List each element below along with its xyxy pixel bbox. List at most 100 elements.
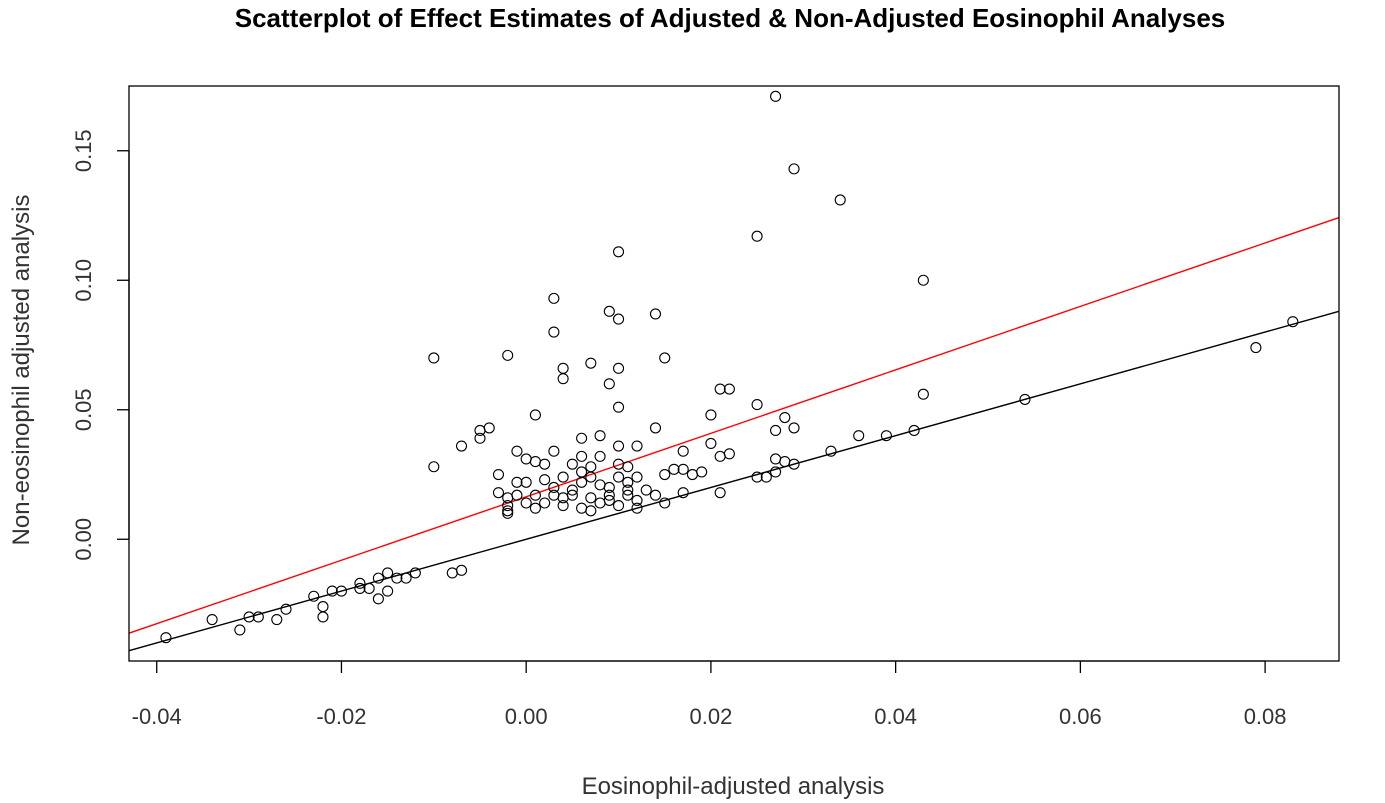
data-point [529,456,541,468]
data-point [372,572,384,584]
data-point [622,476,634,488]
data-point [520,453,532,465]
data-point [511,489,523,501]
data-point [585,505,597,517]
data-point [770,90,782,102]
data-point [649,308,662,320]
data-point [612,500,625,512]
data-point [455,440,468,452]
data-point [252,611,264,623]
data-point [548,326,560,338]
data-point [659,497,671,509]
data-point [594,497,606,509]
data-point [576,502,588,514]
data-point [603,305,615,317]
data-point [751,471,763,483]
data-point [576,466,588,478]
data-point [308,590,320,602]
data-point [529,409,541,421]
data-point [354,577,366,589]
data-point [409,567,421,579]
data-point [502,507,514,519]
data-point [382,585,394,597]
x-tick-label: -0.02 [316,704,366,729]
data-point [548,445,560,457]
data-point [622,461,634,473]
data-point [576,432,588,444]
data-point [677,487,689,499]
data-point [612,362,625,374]
data-point [631,502,643,514]
data-point [612,471,625,483]
data-point [455,564,468,576]
data-point [539,497,551,509]
data-point [770,466,782,478]
data-point [603,489,615,501]
data-point [603,378,615,390]
y-tick-label: 0.10 [71,259,96,302]
data-point [649,422,662,434]
data-point [557,373,569,385]
data-point [354,582,366,595]
data-point [714,383,726,395]
data-point [677,463,689,475]
y-tick-label: 0.00 [71,518,96,561]
data-point [483,422,495,434]
data-point [631,471,643,483]
data-point [317,601,329,613]
line-fit [128,216,1340,634]
data-point [760,471,772,483]
data-point [880,430,892,442]
data-point [622,489,634,501]
data-point [612,246,625,258]
y-axis-label: Non-eosinophil adjusted analysis [8,195,35,546]
data-point [1019,393,1031,405]
data-point [234,624,246,636]
data-point [631,494,643,506]
data-point [492,468,505,481]
data-point [576,450,588,462]
x-tick-label: 0.06 [1059,704,1102,729]
data-point [779,456,791,468]
data-point [908,424,920,437]
data-point [446,567,458,579]
data-point [502,349,514,361]
data-point [705,409,717,421]
data-point [428,352,440,364]
data-point [317,611,329,623]
data-point [585,492,597,504]
data-point [1250,342,1262,354]
data-point [770,424,782,437]
data-point [326,585,338,597]
data-point [557,500,569,512]
data-point [917,388,929,400]
data-point [723,448,735,460]
data-point [206,614,218,626]
data-point [529,502,541,514]
data-points [160,90,1299,644]
data-point [372,593,384,605]
data-point [1287,316,1299,328]
data-point [834,194,846,206]
data-point [696,466,708,478]
data-point [705,437,717,449]
y-tick-label: 0.15 [71,129,96,172]
data-point [677,445,689,457]
data-point [714,487,726,499]
data-point [585,461,597,473]
data-point [391,572,403,584]
data-point [566,484,578,496]
x-tick-label: 0.00 [505,704,548,729]
data-point [428,461,440,473]
chart-title: Scatterplot of Effect Estimates of Adjus… [235,3,1226,33]
data-point [474,424,486,437]
data-point [548,292,560,304]
data-point [557,492,569,504]
data-point [539,458,551,470]
data-point [612,401,625,413]
data-point [917,274,929,286]
data-point [612,313,625,325]
data-point [723,383,735,395]
data-point [594,450,606,462]
